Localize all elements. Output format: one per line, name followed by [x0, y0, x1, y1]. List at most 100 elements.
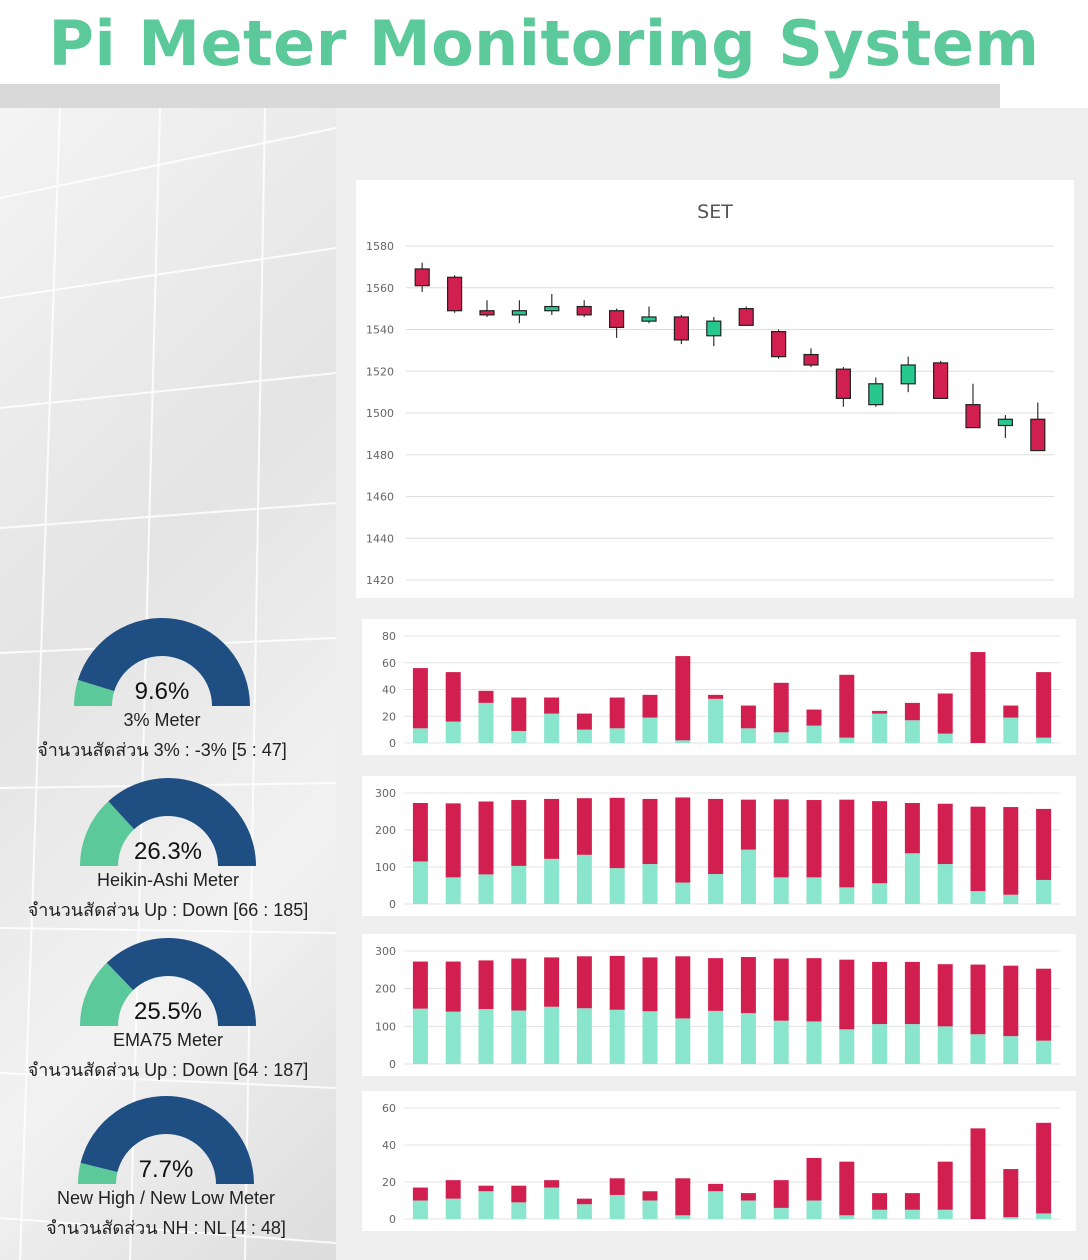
bar-down-segment: [609, 1178, 625, 1195]
candle-body: [609, 310, 625, 329]
bar-up-segment: [642, 1011, 658, 1064]
bar-down-segment: [773, 958, 789, 1021]
bar-up-segment: [544, 713, 560, 743]
bar-down-segment: [937, 1161, 953, 1210]
gauge-remaining-arc: [77, 618, 250, 706]
heikin-ashi-meter: 26.3% Heikin-Ashi Meter จำนวนสัดส่วน Up …: [0, 778, 336, 924]
bar-up-segment: [642, 864, 658, 904]
gauge-filled-arc: [74, 679, 115, 706]
bar-down-segment: [839, 799, 855, 888]
bar-down-segment: [937, 693, 953, 734]
bar-up-segment: [675, 1215, 691, 1219]
bar-down-segment: [642, 798, 658, 865]
candle-body: [511, 310, 527, 316]
bar-down-segment: [740, 957, 756, 1014]
bar-up-segment: [937, 1026, 953, 1064]
bar-up-segment: [806, 1021, 822, 1064]
bar-down-segment: [839, 674, 855, 738]
bar-down-segment: [412, 802, 428, 862]
bar-down-segment: [904, 1193, 920, 1210]
bar-down-segment: [478, 801, 494, 875]
bar-up-segment: [904, 1024, 920, 1064]
y-tick-label: 200: [375, 824, 396, 837]
y-tick-label: 1520: [366, 365, 394, 378]
new-high-new-low-meter-ratio: จำนวนสัดส่วน NH : NL [4 : 48]: [46, 1218, 286, 1238]
bar-up-segment: [445, 1198, 461, 1219]
y-tick-label: 1460: [366, 491, 394, 504]
bar-down-segment: [675, 797, 691, 883]
gauge-filled-arc: [78, 1162, 118, 1184]
candle-body: [576, 305, 592, 316]
bar-down-segment: [740, 799, 756, 850]
bar-up-segment: [609, 1194, 625, 1219]
bar-up-segment: [839, 737, 855, 743]
bar-down-segment: [708, 798, 724, 875]
bar-down-segment: [740, 1193, 756, 1201]
bar-down-segment: [872, 801, 888, 884]
gauge-filled-arc: [80, 801, 135, 866]
ema75-bar-card: 300 200 100 0: [362, 934, 1076, 1076]
chart-title: SET: [697, 201, 733, 223]
candle-body: [900, 364, 916, 385]
bar-up-segment: [511, 865, 527, 904]
y-tick-label: 100: [375, 861, 396, 874]
bar-up-segment: [576, 729, 592, 743]
bar-down-segment: [478, 1185, 494, 1192]
bar-up-segment: [740, 1013, 756, 1064]
bar-up-segment: [544, 1187, 560, 1219]
gauge-remaining-arc: [106, 938, 256, 1026]
heikin-ashi-meter-label: Heikin-Ashi Meter: [96, 870, 240, 890]
bar-down-segment: [576, 713, 592, 730]
header-bar: [0, 84, 1000, 108]
bar-up-segment: [708, 874, 724, 904]
bar-down-segment: [839, 1161, 855, 1216]
candle-body: [738, 308, 754, 326]
bar-down-segment: [478, 690, 494, 703]
bar-down-segment: [806, 1157, 822, 1201]
bar-down-segment: [872, 961, 888, 1025]
candle-body: [803, 353, 819, 366]
bar-up-segment: [708, 1010, 724, 1064]
bar-up-segment: [675, 882, 691, 904]
bar-down-segment: [478, 960, 494, 1010]
bar-down-segment: [970, 1128, 986, 1219]
ema75-gauge-arc: [80, 938, 256, 1026]
y-tick-label: 80: [382, 630, 396, 643]
candle-body: [835, 368, 851, 399]
bar-down-segment: [675, 956, 691, 1019]
bar-up-segment: [544, 1006, 560, 1064]
bar-down-segment: [511, 800, 527, 866]
bar-up-segment: [576, 1008, 592, 1064]
bar-up-segment: [412, 861, 428, 904]
bar-up-segment: [872, 1024, 888, 1064]
bar-up-segment: [970, 891, 986, 904]
bar-up-segment: [675, 1018, 691, 1064]
y-tick-label: 0: [389, 898, 396, 911]
bar-down-segment: [675, 1178, 691, 1216]
ema75-meter-label: EMA75 Meter: [112, 1030, 224, 1050]
bar-up-segment: [839, 1029, 855, 1064]
bar-up-segment: [576, 1204, 592, 1219]
y-tick-label: 1540: [366, 324, 394, 337]
bar-down-segment: [609, 797, 625, 869]
bar-down-segment: [675, 656, 691, 741]
bar-down-segment: [740, 705, 756, 729]
bar-up-segment: [1003, 894, 1019, 904]
candle-body: [706, 320, 722, 337]
bar-down-segment: [806, 958, 822, 1022]
bar-down-segment: [445, 1180, 461, 1199]
bar-up-segment: [511, 1202, 527, 1219]
bar-down-segment: [445, 961, 461, 1012]
bar-down-segment: [412, 1187, 428, 1201]
y-tick-label: 1420: [366, 574, 394, 587]
candle-body: [868, 383, 884, 406]
bar-up-segment: [872, 1209, 888, 1219]
new-high-new-low-meter: 7.7% New High / New Low Meter จำนวนสัดส่…: [0, 1096, 334, 1242]
bar-down-segment: [576, 1198, 592, 1205]
bar-down-segment: [773, 1180, 789, 1208]
left-background-panel: [0, 108, 336, 1260]
y-tick-label: 200: [375, 983, 396, 996]
candle-body: [479, 310, 495, 316]
three-percent-gauge-arc: [74, 618, 250, 706]
bar-up-segment: [412, 728, 428, 743]
